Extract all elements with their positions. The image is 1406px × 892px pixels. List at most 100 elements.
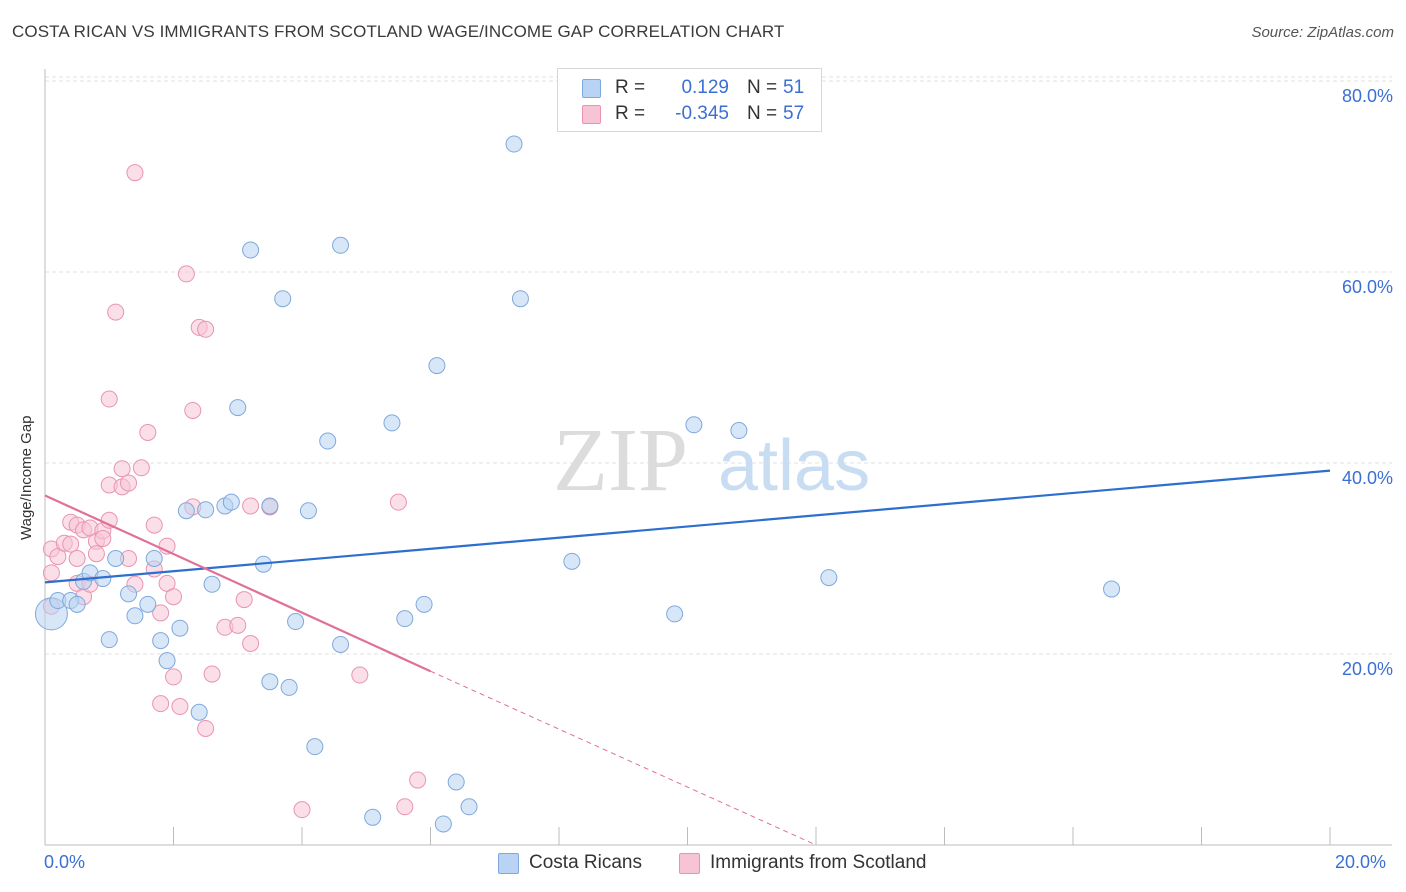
data-point-costa-rican — [158, 652, 176, 670]
legend-swatch-blue — [582, 78, 601, 98]
legend-n-label: N = — [747, 77, 778, 98]
data-point-costa-rican — [306, 738, 324, 756]
data-point-costa-rican — [460, 798, 478, 816]
data-point-costa-rican — [415, 595, 433, 613]
legend-label-scotland: Immigrants from Scotland — [710, 852, 927, 873]
source-label: Source: ZipAtlas.com — [1251, 24, 1394, 41]
data-point-costa-rican — [1103, 580, 1121, 598]
data-point-costa-rican — [126, 607, 144, 625]
legend-r-value: -0.345 — [675, 103, 729, 124]
data-point-scotland — [152, 604, 170, 622]
series-legend: Costa Ricans Immigrants from Scotland — [0, 852, 1406, 878]
data-point-scotland — [229, 616, 247, 634]
watermark-atlas: atlas — [718, 426, 870, 506]
data-point-costa-rican — [332, 635, 350, 653]
data-point-scotland — [107, 303, 125, 321]
data-point-scotland — [197, 719, 215, 737]
data-point-costa-rican — [666, 605, 684, 623]
data-point-costa-rican — [396, 610, 414, 628]
data-point-scotland — [389, 493, 407, 511]
data-point-costa-rican — [685, 416, 703, 434]
data-point-costa-rican — [242, 241, 260, 259]
watermark-zip: ZIP — [553, 411, 688, 510]
data-point-scotland — [100, 390, 118, 408]
data-point-scotland — [62, 535, 80, 553]
trend-line-scotland-extension — [430, 670, 817, 846]
data-point-costa-rican — [383, 414, 401, 432]
data-point-scotland — [165, 588, 182, 606]
data-point-costa-rican — [332, 236, 350, 254]
data-point-costa-rican — [177, 502, 195, 520]
legend-n-value: 57 — [783, 103, 805, 124]
trend-line-scotland — [44, 494, 431, 673]
data-point-costa-rican — [511, 290, 529, 308]
data-point-costa-rican — [139, 595, 157, 613]
legend-row-costa-ricans: R = 0.129 N = 51 — [582, 75, 804, 101]
data-point-scotland — [113, 460, 131, 478]
data-point-costa-rican — [203, 575, 221, 593]
legend-r-value: 0.129 — [681, 77, 729, 98]
x-tick-label-min: 0.0% — [44, 852, 86, 872]
legend-item-scotland[interactable]: Immigrants from Scotland — [679, 852, 926, 874]
data-point-scotland — [396, 798, 414, 816]
data-point-costa-rican — [261, 497, 279, 515]
legend-n-value: 51 — [783, 77, 805, 98]
y-tick-label-80: 80.0% — [1341, 86, 1393, 106]
legend-item-costa-ricans[interactable]: Costa Ricans — [498, 852, 642, 874]
data-point-costa-rican — [190, 703, 208, 721]
data-point-costa-rican — [820, 569, 838, 587]
data-point-costa-rican — [364, 808, 382, 826]
data-point-scotland — [145, 516, 163, 534]
data-point-scotland — [132, 459, 150, 477]
y-tick-label-60: 60.0% — [1341, 277, 1393, 297]
data-point-scotland — [203, 665, 221, 683]
data-point-costa-rican — [107, 550, 125, 567]
trend-lines — [44, 469, 1331, 846]
data-point-scotland — [351, 666, 369, 684]
legend-swatch-pink — [582, 104, 601, 124]
data-point-costa-rican — [152, 632, 170, 650]
data-point-costa-rican — [261, 673, 279, 691]
series-costa-rican-points — [34, 135, 1121, 833]
watermark: ZIP atlas — [553, 411, 870, 510]
data-point-scotland — [184, 401, 202, 419]
data-point-costa-rican — [299, 502, 317, 520]
legend-label-costa-ricans: Costa Ricans — [529, 852, 642, 873]
data-point-scotland — [87, 545, 105, 563]
data-point-costa-rican — [68, 595, 86, 613]
data-point-scotland — [235, 591, 253, 609]
data-point-costa-rican — [280, 678, 298, 696]
gridlines — [45, 76, 1392, 655]
y-tick-label-20: 20.0% — [1341, 659, 1393, 679]
data-point-costa-rican — [563, 552, 581, 570]
data-point-scotland — [139, 423, 157, 441]
data-point-scotland — [242, 634, 260, 652]
legend-r-label: R = — [615, 103, 646, 124]
data-point-scotland — [68, 550, 86, 567]
trend-line-costa-ricans — [44, 469, 1331, 584]
data-point-costa-rican — [319, 432, 337, 450]
data-point-costa-rican — [287, 613, 305, 631]
data-point-costa-rican — [505, 135, 523, 153]
data-point-scotland — [197, 320, 215, 338]
data-point-costa-rican — [229, 399, 247, 417]
data-point-costa-rican — [100, 631, 118, 649]
data-point-costa-rican — [447, 773, 465, 791]
data-point-scotland — [242, 497, 260, 515]
data-point-scotland — [293, 801, 311, 819]
series-scotland-points — [42, 164, 427, 819]
data-point-costa-rican — [120, 585, 138, 603]
data-point-scotland — [165, 668, 182, 686]
legend-n-label: N = — [747, 103, 778, 124]
correlation-legend: R = 0.129 N = 51 R = -0.345 N = 57 — [557, 68, 822, 132]
legend-swatch-blue — [498, 852, 519, 874]
legend-swatch-pink — [679, 852, 700, 874]
axes — [44, 69, 1392, 846]
legend-row-scotland: R = -0.345 N = 57 — [582, 101, 804, 127]
data-point-costa-rican — [428, 357, 446, 375]
data-point-scotland — [152, 695, 170, 713]
chart-title: COSTA RICAN VS IMMIGRANTS FROM SCOTLAND … — [12, 22, 785, 41]
data-point-scotland — [171, 698, 189, 716]
data-point-scotland — [126, 164, 144, 182]
data-point-scotland — [409, 771, 427, 789]
